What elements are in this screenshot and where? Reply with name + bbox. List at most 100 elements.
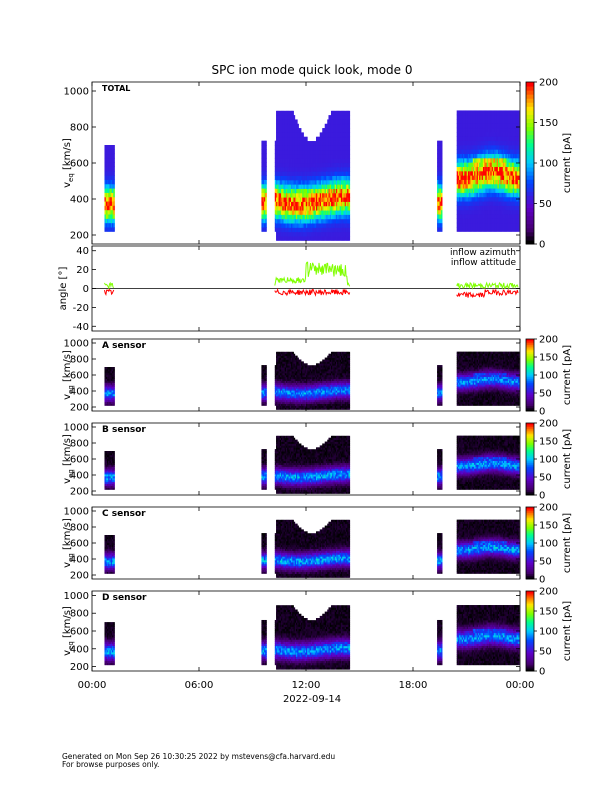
panel-total-cell [502,170,505,176]
panel-a-sensor-cell [284,363,287,366]
panel-a-sensor-cell [310,374,313,378]
panel-total-cell [472,127,475,133]
panel-total-cell [486,205,489,211]
panel-total-cell [486,127,489,133]
panel-total-cell [477,136,480,142]
panel-total-cell [277,236,279,241]
panel-total-cell [282,201,284,207]
panel-a-sensor-cell [263,403,266,406]
panel-a-sensor-cell [293,392,296,395]
panel-total-cell [472,157,475,163]
panel-a-sensor-cell [298,397,301,401]
panel-total-cell [489,222,491,228]
panel-total-cell [506,188,509,193]
panel-total-cell [347,236,349,241]
panel-total-cell [332,236,334,241]
panel-total-cell [502,205,505,211]
panel-a-sensor-cell [281,403,283,406]
panel-total-cell [330,110,333,116]
panel-total-cell [496,214,499,219]
panel-total-cell [457,205,460,211]
panel-a-sensor-cell [294,367,297,370]
panel-a-sensor-cell [281,384,283,387]
panel-total-cell [500,179,503,185]
panel-total-cell [110,166,113,172]
panel-a-sensor-cell [110,372,113,376]
panel-total-cell [506,153,509,159]
panel-a-sensor-cell [329,376,332,380]
panel-total-cell [304,141,307,146]
panel-total-cell [484,222,486,228]
panel-total-cell [512,157,515,163]
panel-total-cell [477,183,480,189]
panel-total-cell [502,214,505,219]
panel-total-cell [306,231,308,237]
panel-a-sensor-cell [262,380,265,383]
panel-total-cell [347,188,349,194]
panel-total-cell [342,110,344,116]
panel-total-cell [466,145,469,150]
panel-total-cell [288,179,291,185]
panel-total-cell [466,136,469,142]
panel-a-sensor-cell [279,395,282,399]
panel-a-sensor-cell [314,399,317,403]
panel-total-cell [501,196,504,202]
panel-total-cell [342,175,344,181]
panel-total-cell [104,170,107,176]
panel-total-cell [470,209,473,215]
panel-total-cell [505,222,508,228]
panel-total-cell [335,154,338,159]
panel-total-cell [289,166,292,172]
panel-total-cell [329,123,332,129]
panel-total-cell [481,214,484,219]
panel-total-cell [110,153,113,159]
panel-a-sensor-cell [106,397,109,401]
panel-total-cell [495,140,498,146]
panel-total-cell [490,110,493,116]
panel-total-cell [484,140,486,146]
panel-total-cell [333,115,336,120]
panel-total-cell [342,236,344,241]
panel-a-sensor-cell [276,405,278,408]
panel-a-sensor-cell [274,391,277,395]
panel-total-cell [477,162,480,167]
panel-total-cell [486,222,489,228]
panel-total-cell [497,175,500,180]
panel-total-cell [457,222,460,228]
panel-total-cell [335,205,338,211]
panel-a-sensor-cell [274,390,277,393]
panel-total-cell [292,171,294,176]
panel-total-cell [461,201,464,206]
panel-total-cell [279,171,282,176]
panel-total-cell [439,175,442,180]
panel-total-cell [344,162,347,168]
panel-total-cell [337,236,339,241]
panel-total-cell [263,188,266,193]
panel-total-cell [475,110,478,116]
panel-total-cell [491,179,494,185]
panel-a-sensor-cell [303,380,306,383]
panel-a-sensor-cell [303,394,306,397]
panel-total-cell [512,140,515,146]
panel-total-cell [283,214,286,220]
panel-a-sensor-cell [281,390,283,393]
panel-a-sensor-cell [319,395,322,399]
panel-a-sensor-cell [330,351,333,355]
panel-total-cell [511,227,514,232]
panel-total-cell [480,157,483,163]
panel-total-cell [328,218,331,224]
panel-total-cell [462,140,465,146]
panel-total-cell [343,171,346,176]
panel-total-cell [340,132,343,138]
panel-a-sensor-cell [328,399,331,403]
panel-a-sensor-cell [312,397,314,401]
panel-a-sensor-cell [324,359,327,362]
panel-total-cell [347,149,349,155]
panel-total-cell [457,175,460,180]
panel-total-cell [265,188,267,193]
panel-total-cell [286,158,288,164]
panel-total-cell [105,179,108,185]
panel-total-cell [325,128,328,133]
panel-total-cell [313,218,316,224]
panel-total-cell [342,128,344,133]
